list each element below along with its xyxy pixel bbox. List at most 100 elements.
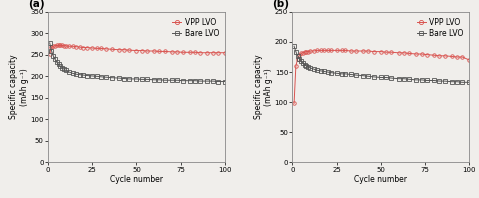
VPP LVO: [95, 47, 101, 50]
VPP LVO: [52, 45, 58, 47]
VPP LVO: [371, 50, 376, 53]
VPP LVO: [302, 51, 308, 53]
Bare LVO: [321, 70, 327, 73]
VPP LVO: [54, 44, 59, 47]
VPP LVO: [293, 65, 299, 67]
VPP LVO: [197, 51, 203, 54]
Y-axis label: Specific capacity
(mAh g⁻¹): Specific capacity (mAh g⁻¹): [10, 55, 29, 119]
Bare LVO: [298, 60, 304, 62]
Bare LVO: [383, 76, 389, 79]
Bare LVO: [47, 42, 53, 44]
Bare LVO: [291, 45, 297, 47]
Bare LVO: [144, 78, 150, 81]
X-axis label: Cycle number: Cycle number: [110, 175, 163, 184]
VPP LVO: [70, 45, 76, 48]
Bare LVO: [109, 76, 114, 79]
Bare LVO: [388, 77, 394, 79]
Bare LVO: [121, 77, 127, 80]
Text: (a): (a): [28, 0, 45, 9]
VPP LVO: [59, 44, 65, 47]
Bare LVO: [295, 55, 300, 57]
VPP LVO: [360, 50, 366, 52]
VPP LVO: [151, 50, 157, 52]
Bare LVO: [300, 62, 306, 64]
VPP LVO: [174, 51, 180, 53]
Bare LVO: [401, 77, 407, 80]
Bare LVO: [134, 78, 139, 80]
VPP LVO: [89, 47, 95, 49]
VPP LVO: [454, 56, 460, 58]
VPP LVO: [329, 49, 334, 52]
Bare LVO: [378, 76, 384, 79]
VPP LVO: [222, 51, 228, 54]
Bare LVO: [334, 72, 340, 74]
Bare LVO: [371, 76, 376, 78]
VPP LVO: [318, 49, 323, 52]
Bare LVO: [454, 81, 460, 83]
VPP LVO: [467, 59, 472, 61]
Bare LVO: [293, 50, 299, 53]
Bare LVO: [70, 72, 76, 75]
Bare LVO: [187, 79, 193, 82]
VPP LVO: [311, 50, 317, 52]
Bare LVO: [329, 71, 334, 74]
Y-axis label: Specific capacity
(mAh g⁻¹): Specific capacity (mAh g⁻¹): [254, 55, 273, 119]
Bare LVO: [84, 74, 90, 77]
VPP LVO: [342, 49, 348, 52]
Bare LVO: [307, 67, 313, 69]
VPP LVO: [297, 54, 302, 56]
VPP LVO: [162, 50, 168, 53]
Bare LVO: [80, 74, 86, 76]
Bare LVO: [73, 73, 79, 75]
Bare LVO: [436, 80, 442, 82]
Bare LVO: [431, 79, 437, 82]
VPP LVO: [47, 52, 53, 55]
Bare LVO: [103, 76, 109, 78]
Bare LVO: [205, 80, 210, 82]
VPP LVO: [126, 49, 132, 51]
VPP LVO: [192, 51, 198, 53]
VPP LVO: [77, 46, 83, 48]
VPP LVO: [139, 49, 145, 52]
Bare LVO: [52, 58, 58, 60]
Bare LVO: [318, 70, 323, 72]
Bare LVO: [339, 73, 345, 75]
VPP LVO: [84, 46, 90, 49]
Bare LVO: [57, 65, 63, 67]
VPP LVO: [103, 48, 109, 50]
VPP LVO: [66, 45, 72, 48]
Bare LVO: [54, 61, 59, 63]
VPP LVO: [187, 51, 193, 53]
Bare LVO: [98, 76, 104, 78]
VPP LVO: [63, 45, 68, 47]
Bare LVO: [467, 81, 472, 84]
VPP LVO: [295, 58, 300, 60]
Bare LVO: [89, 75, 95, 77]
VPP LVO: [169, 51, 175, 53]
VPP LVO: [424, 53, 430, 56]
Bare LVO: [63, 69, 68, 71]
Bare LVO: [61, 68, 67, 70]
Bare LVO: [151, 79, 157, 81]
Line: VPP LVO: VPP LVO: [48, 44, 227, 55]
VPP LVO: [61, 45, 67, 47]
Bare LVO: [50, 54, 56, 57]
VPP LVO: [348, 50, 354, 52]
Bare LVO: [95, 75, 101, 78]
Bare LVO: [449, 81, 455, 83]
Bare LVO: [442, 80, 447, 82]
VPP LVO: [157, 50, 162, 53]
Bare LVO: [174, 79, 180, 81]
VPP LVO: [300, 52, 306, 54]
VPP LVO: [180, 51, 185, 53]
X-axis label: Cycle number: Cycle number: [354, 175, 407, 184]
VPP LVO: [48, 46, 54, 48]
Bare LVO: [459, 81, 465, 84]
Bare LVO: [162, 79, 168, 81]
Bare LVO: [348, 73, 354, 76]
Bare LVO: [396, 77, 401, 80]
VPP LVO: [396, 52, 401, 54]
VPP LVO: [210, 51, 216, 54]
VPP LVO: [291, 102, 297, 105]
VPP LVO: [378, 50, 384, 53]
